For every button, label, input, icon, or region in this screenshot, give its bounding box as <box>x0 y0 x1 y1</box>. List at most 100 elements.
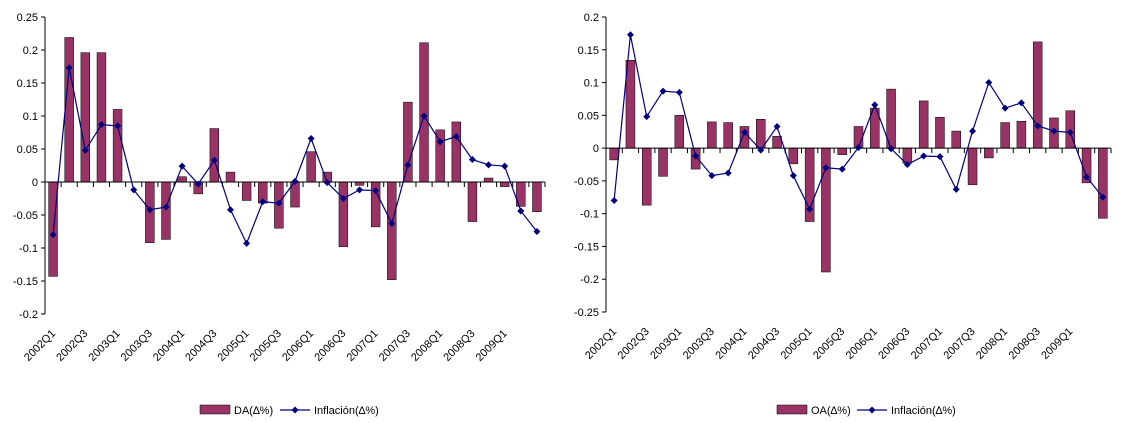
inflation-point-2004Q1 <box>740 128 748 136</box>
inflation-point-2005Q3 <box>275 199 283 207</box>
bar-2004Q4 <box>225 171 236 183</box>
y-tick-label: -0.2 <box>19 309 38 321</box>
y-tick-label: -0.1 <box>580 209 599 221</box>
legend-swatch-marker <box>291 406 299 414</box>
bar-2009Q3 <box>1098 147 1108 219</box>
x-tick-label: 2003Q1 <box>87 328 123 364</box>
inflation-point-2006Q3 <box>339 195 347 202</box>
y-tick-label: -0.1 <box>19 243 38 255</box>
y-tick-label: 0.05 <box>17 144 38 156</box>
y-tick-label: -0.15 <box>13 276 38 288</box>
x-tick-label: 2005Q3 <box>811 326 847 362</box>
x-tick-label: 2008Q3 <box>1007 326 1043 362</box>
legend-swatch-bar <box>199 404 231 415</box>
inflation-point-2008Q2 <box>1017 99 1025 107</box>
inflation-point-2006Q4 <box>920 152 928 160</box>
inflation-point-2009Q2 <box>1083 173 1091 181</box>
inflation-point-2003Q4 <box>724 169 732 177</box>
inflation-point-2006Q1 <box>871 101 879 109</box>
inflation-point-2004Q4 <box>226 206 234 214</box>
bar-2003Q4 <box>161 181 171 240</box>
inflation-point-2006Q4 <box>356 186 364 194</box>
inflation-point-2007Q2 <box>952 185 960 193</box>
bar-2008Q2 <box>1016 120 1027 149</box>
inflation-point-2006Q2 <box>887 145 895 153</box>
inflation-point-2003Q3 <box>146 206 154 214</box>
inflation-point-2008Q4 <box>1050 127 1058 135</box>
inflation-line <box>52 67 538 245</box>
legend-swatch-marker <box>868 406 876 414</box>
inflation-point-2002Q2 <box>65 64 73 72</box>
bar-2006Q3 <box>338 181 349 247</box>
bar-2003Q4 <box>723 122 733 149</box>
bar-2008Q1 <box>1000 122 1010 149</box>
bar-2002Q3 <box>80 52 91 183</box>
y-tick-label: 0.15 <box>17 78 38 90</box>
bar-2007Q4 <box>419 42 429 183</box>
inflation-point-2005Q1 <box>806 205 814 213</box>
chart-oa-inflation-svg: 0.2 0.15 0.1 0.05 0 -0.05 -0.1 -0.15 -0.2 -0.25 20… <box>574 12 1112 417</box>
chart-da-inflation-svg: 0.25 0.2 0.15 0.1 0.05 0 -0.05 -0.1 -0.15 -0.2 200… <box>13 12 546 417</box>
inflation-point-2004Q4 <box>789 172 797 180</box>
y-tick-label: 0.2 <box>23 45 38 57</box>
inflation-point-2008Q1 <box>1001 104 1009 112</box>
inflation-line <box>613 34 1104 211</box>
inflation-point-2007Q2 <box>388 220 396 228</box>
inflation-point-2004Q1 <box>178 162 186 170</box>
y-tick-label: 0.1 <box>584 78 599 90</box>
x-tick-label: 2004Q1 <box>713 326 749 362</box>
x-tick-label: 2007Q1 <box>345 328 381 364</box>
bar-2002Q3 <box>641 147 652 206</box>
inflation-point-2009Q3 <box>533 228 541 235</box>
inflation-point-2009Q2 <box>517 207 525 215</box>
x-tick-label: 2008Q1 <box>409 328 445 364</box>
x-tick-label: 2006Q1 <box>844 326 880 362</box>
inflation-point-2002Q4 <box>659 87 667 95</box>
bar-2002Q2 <box>625 60 636 149</box>
inflation-point-2004Q2 <box>757 146 765 154</box>
inflation-point-2003Q2 <box>692 152 700 160</box>
bar-2003Q3 <box>707 121 717 149</box>
y-tick-label: 0.05 <box>578 110 599 122</box>
x-tick-label: 2005Q1 <box>216 328 252 364</box>
inflation-point-2005Q2 <box>259 198 267 206</box>
inflation-point-2007Q3 <box>404 161 412 169</box>
x-tick-label: 2002Q3 <box>54 328 90 364</box>
inflation-point-2002Q1 <box>610 197 618 205</box>
y-tick-label: 0.2 <box>584 12 599 24</box>
bar-2007Q1 <box>935 117 945 149</box>
legend-label-bar: OA(∆%) <box>811 405 851 417</box>
y-tick-label: 0.15 <box>578 45 599 57</box>
bar-2007Q4 <box>984 147 994 159</box>
x-tick-label: 2004Q3 <box>746 326 782 362</box>
bar-2004Q1 <box>177 176 187 183</box>
inflation-point-2004Q3 <box>773 122 781 130</box>
x-tick-label: 2005Q3 <box>248 328 284 364</box>
x-tick-label: 2006Q3 <box>876 326 912 362</box>
bar-2004Q4 <box>788 147 799 165</box>
inflation-point-2007Q4 <box>985 79 993 87</box>
inflation-point-2005Q2 <box>822 164 830 172</box>
legend: DA(∆%) Inflación(∆%) <box>199 404 379 417</box>
inflation-point-2004Q3 <box>210 156 218 164</box>
y-tick-label: -0.15 <box>574 241 599 253</box>
bar-2003Q1 <box>112 109 123 183</box>
legend: OA(∆%) Inflación(∆%) <box>776 404 956 417</box>
inflation-point-2007Q1 <box>936 153 944 161</box>
y-tick-label: -0.2 <box>580 274 599 286</box>
bar-2008Q2 <box>451 121 461 183</box>
bar-2006Q4 <box>918 100 929 149</box>
y-tick-label: 0 <box>593 143 599 155</box>
x-tick-label: 2002Q1 <box>22 328 58 364</box>
x-tick-label: 2007Q1 <box>909 326 945 362</box>
x-tick-label: 2009Q1 <box>1039 326 1075 362</box>
inflation-point-2008Q3 <box>468 156 476 164</box>
x-tick-label: 2009Q1 <box>474 328 510 364</box>
bar-2002Q4 <box>658 147 668 177</box>
bar-2002Q4 <box>96 52 107 183</box>
x-tick-label: 2006Q3 <box>312 328 348 364</box>
bar-2005Q1 <box>241 181 252 201</box>
inflation-point-2008Q4 <box>485 161 493 169</box>
legend-label-line: Inflación(∆%) <box>891 405 956 417</box>
x-tick-label: 2002Q3 <box>616 326 652 362</box>
